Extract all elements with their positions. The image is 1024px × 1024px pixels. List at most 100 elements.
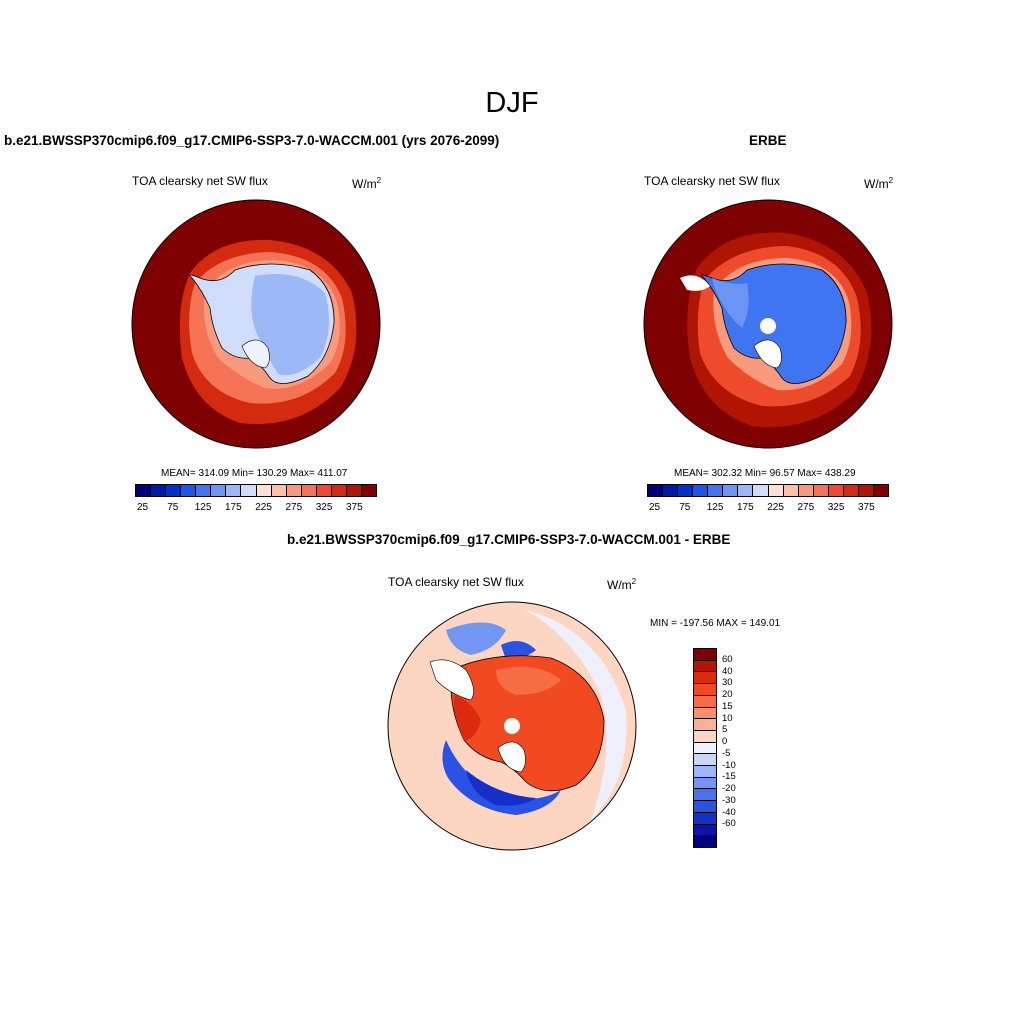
model-colorbar-box: [331, 485, 347, 496]
model-colorbar-tick-label: 225: [255, 502, 272, 513]
diff-peninsula-gap: [429, 659, 474, 701]
obs-colorbar-box: [708, 485, 724, 496]
model-colorbar-boxes: [135, 484, 377, 497]
model-colorbar-tick-label: 275: [285, 502, 303, 513]
obs-colorbar-box: [858, 485, 874, 496]
diff-colorbar-box: [694, 649, 716, 661]
model-colorbar-tick-label: 175: [224, 502, 242, 513]
diff-colorbar-box: [694, 789, 716, 802]
model-colorbar-box: [226, 485, 242, 496]
model-colorbar-ticks: 25 75 125 175 225 275 325 375: [135, 502, 377, 516]
diff-colorbar-tick-label: 10: [722, 712, 733, 724]
obs-colorbar-box: [738, 485, 754, 496]
diff-colorbar-tick-label: -10: [722, 759, 736, 771]
diff-blue-belt-north: [446, 622, 506, 655]
obs-colorbar-tick-label: 125: [706, 502, 724, 513]
obs-colorbar-box: [813, 485, 829, 496]
obs-colorbar: [647, 484, 889, 497]
obs-panel-title: ERBE: [749, 133, 787, 148]
diff-colorbar-tick-label: -20: [722, 783, 736, 795]
diff-colorbar-tick-label: -60: [722, 818, 736, 830]
model-east-antarctica: [251, 274, 329, 376]
diff-colorbar-tick-label: -15: [722, 771, 736, 783]
model-colorbar-box: [286, 485, 302, 496]
obs-variable-label: TOA clearsky net SW flux: [644, 174, 780, 188]
model-colorbar-tick-label: 125: [194, 502, 212, 513]
model-colorbar-box: [166, 485, 182, 496]
diff-colorbar-box: [694, 730, 716, 743]
obs-colorbar-box: [663, 485, 679, 496]
diff-polar-map: [387, 601, 637, 851]
diff-colorbar-tick-label: 30: [722, 677, 733, 689]
diff-colorbar-tick-label: -30: [722, 794, 736, 806]
model-stats: MEAN= 314.09 Min= 130.29 Max= 411.07: [161, 468, 348, 479]
model-colorbar-box: [151, 485, 167, 496]
obs-colorbar-box: [648, 485, 664, 496]
obs-colorbar-box: [828, 485, 844, 496]
diff-colorbar-box: [694, 719, 716, 731]
diff-colorbar-box: [694, 801, 716, 813]
diff-stats: MIN = -197.56 MAX = 149.01: [650, 618, 781, 629]
diff-panel-title: b.e21.BWSSP370cmip6.f09_g17.CMIP6-SSP3-7…: [287, 532, 731, 547]
obs-colorbar-box: [843, 485, 859, 496]
obs-stats: MEAN= 302.32 Min= 96.57 Max= 438.29: [674, 468, 856, 479]
model-colorbar-box: [196, 485, 212, 496]
obs-colorbar-tick-label: 325: [827, 502, 845, 513]
obs-peninsula-gap: [680, 275, 710, 291]
obs-colorbar-tick-label: 225: [767, 502, 784, 513]
obs-pole-hole: [760, 318, 776, 334]
model-colorbar-box: [271, 485, 287, 496]
diff-colorbar-box: [694, 777, 716, 790]
obs-colorbar-box: [753, 485, 769, 496]
diff-colorbar-tick-label: 40: [722, 665, 733, 677]
obs-colorbar-tick-label: 175: [736, 502, 754, 513]
obs-colorbar-box: [783, 485, 799, 496]
diff-colorbar-tick-label: 5: [722, 724, 728, 736]
diff-colorbar-tick-label: 60: [722, 653, 733, 665]
diff-colorbar-box: [694, 836, 716, 847]
obs-colorbar-box: [678, 485, 694, 496]
diff-antarctica: [450, 655, 605, 792]
model-variable-label: TOA clearsky net SW flux: [132, 174, 268, 188]
diff-ross-ice-shelf: [497, 741, 526, 773]
diff-pole-hole: [504, 718, 520, 734]
model-unit-label: W/m2: [352, 176, 382, 191]
model-colorbar-tick-label: 325: [315, 502, 333, 513]
obs-polar-map: [643, 199, 893, 449]
diff-colorbar-box: [694, 766, 716, 778]
diff-colorbar-tick-label: -40: [722, 806, 736, 818]
diff-colorbar: [693, 648, 717, 848]
model-panel-title: b.e21.BWSSP370cmip6.f09_g17.CMIP6-SSP3-7…: [4, 133, 500, 148]
diff-colorbar-tick-label: 20: [722, 689, 733, 701]
model-colorbar-box: [361, 485, 376, 496]
diff-unit-label: W/m2: [607, 577, 637, 592]
obs-west-antarctica: [712, 278, 749, 328]
diff-colorbar-box: [694, 754, 716, 767]
model-colorbar-box: [181, 485, 197, 496]
diff-colorbar-box: [694, 824, 716, 837]
diff-colorbar-box: [694, 742, 716, 755]
diff-colorbar-box: [694, 707, 716, 720]
diff-pacific-pale: [526, 610, 627, 820]
diff-blue-belt-north2: [501, 641, 536, 660]
model-ross-ice-shelf: [241, 339, 270, 369]
model-colorbar-tick-label: 25: [137, 502, 149, 513]
obs-colorbar-ticks: 25 75 125 175 225 275 325 375: [647, 502, 889, 516]
model-colorbar-tick-label: 75: [167, 502, 179, 513]
model-colorbar-box: [346, 485, 362, 496]
diff-colorbar-ticks: 60 40 30 20 15 10 5 0 -5 -10 -15 -20 -30 -40 -60: [722, 648, 762, 848]
obs-colorbar-boxes: [647, 484, 889, 497]
diff-colorbar-box: [694, 695, 716, 708]
obs-colorbar-tick-label: 75: [679, 502, 691, 513]
diff-blue-belt-south: [442, 740, 561, 815]
figure-title: DJF: [485, 87, 539, 119]
diff-colorbar-box: [694, 672, 716, 685]
model-colorbar: [135, 484, 377, 497]
diff-west-antarctica-dark: [453, 695, 481, 740]
model-colorbar-box: [241, 485, 257, 496]
obs-colorbar-tick-label: 275: [797, 502, 815, 513]
model-colorbar-box: [256, 485, 272, 496]
model-colorbar-box: [316, 485, 332, 496]
diff-colorbar-tick-label: 0: [722, 736, 728, 748]
obs-colorbar-box: [723, 485, 739, 496]
